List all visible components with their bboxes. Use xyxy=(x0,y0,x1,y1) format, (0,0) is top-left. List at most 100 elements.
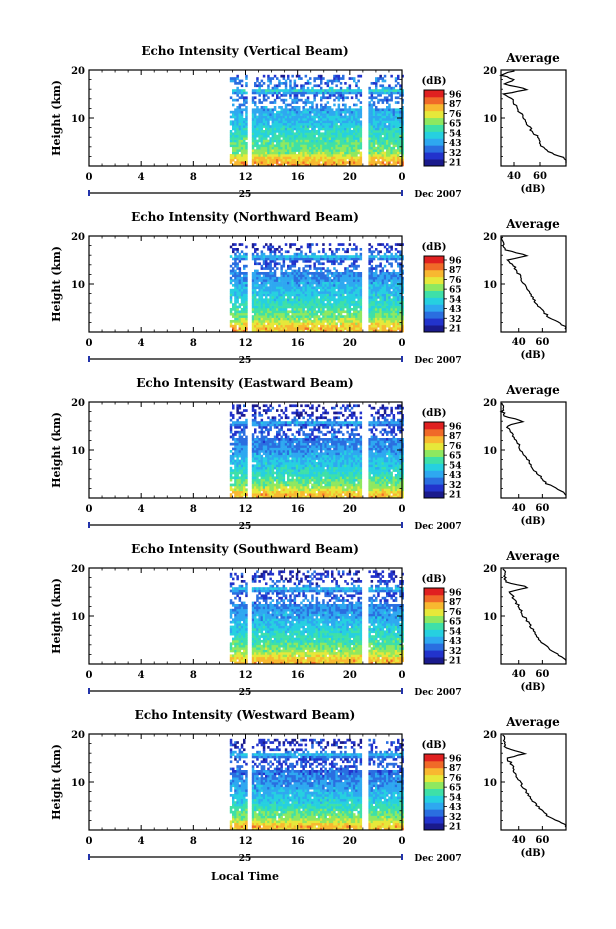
heatmap-cell xyxy=(280,312,283,316)
heatmap-cell xyxy=(282,257,286,261)
heatmap-cell xyxy=(238,488,242,492)
heatmap-cell xyxy=(262,293,266,297)
heatmap-cell xyxy=(339,291,343,294)
heatmap-cell xyxy=(267,320,270,323)
heatmap-cell xyxy=(386,260,389,263)
heatmap-cell xyxy=(322,293,325,297)
heatmap-cell xyxy=(245,252,248,256)
heatmap-cell xyxy=(344,120,347,124)
heatmap-cell xyxy=(243,130,246,133)
heatmap-cell xyxy=(344,139,347,143)
heatmap-cell xyxy=(350,327,354,330)
heatmap-cell xyxy=(280,252,283,256)
heatmap-cell xyxy=(254,103,257,107)
heatmap-cell xyxy=(368,272,371,275)
heatmap-cell xyxy=(379,272,382,275)
heatmap-cell xyxy=(368,250,371,254)
heatmap-cell xyxy=(280,324,283,328)
heatmap-cell xyxy=(267,158,270,162)
heatmap-cell xyxy=(337,125,341,128)
heatmap-cell xyxy=(346,255,349,258)
heatmap-cell xyxy=(397,142,400,145)
heatmap-cell xyxy=(234,139,237,143)
heatmap-cell xyxy=(256,122,259,126)
heatmap-cell xyxy=(326,161,330,164)
heatmap-cell xyxy=(229,450,233,453)
heatmap-cell xyxy=(333,276,336,280)
heatmap-cell xyxy=(383,272,387,275)
heatmap-cell xyxy=(276,286,279,290)
heatmap-cell xyxy=(353,320,356,323)
heatmap-cell xyxy=(322,324,325,328)
heatmap-cell xyxy=(271,320,275,323)
heatmap-cell xyxy=(315,303,319,306)
heatmap-cell xyxy=(355,151,358,155)
heatmap-cell xyxy=(357,163,360,167)
heatmap-cell xyxy=(397,158,400,162)
heatmap-cell xyxy=(350,279,354,282)
heatmap-cell xyxy=(251,161,255,164)
heatmap-cell xyxy=(337,151,341,155)
heatmap-cell xyxy=(284,106,288,109)
heatmap-cell xyxy=(394,260,398,263)
heatmap-cell xyxy=(243,296,246,299)
heatmap-cell xyxy=(355,125,358,128)
heatmap-cell xyxy=(298,327,301,330)
heatmap-cell xyxy=(280,303,283,306)
heatmap-cell xyxy=(324,317,327,321)
heatmap-cell xyxy=(326,279,330,282)
heatmap-cell xyxy=(326,122,330,126)
heatmap-cell xyxy=(306,293,310,297)
heatmap-cell xyxy=(260,284,264,287)
heatmap-cell xyxy=(236,137,239,140)
heatmap-cell xyxy=(267,272,270,275)
heatmap-cell xyxy=(335,96,338,100)
heatmap-cell xyxy=(287,257,290,261)
heatmap-cell xyxy=(260,151,264,155)
heatmap-cell xyxy=(339,120,343,124)
heatmap-cell xyxy=(245,144,248,148)
avg-profile-line xyxy=(499,70,567,164)
heatmap-cell xyxy=(265,125,268,128)
heatmap-cell xyxy=(379,324,382,328)
heatmap-cell xyxy=(399,255,402,258)
heatmap-cell xyxy=(236,445,239,448)
heatmap-cell xyxy=(401,118,404,121)
heatmap-cell xyxy=(243,158,246,162)
heatmap-cell xyxy=(306,288,310,292)
heatmap-cell xyxy=(339,158,343,162)
heatmap-cell xyxy=(375,134,378,138)
heatmap-cell xyxy=(328,89,332,92)
heatmap-cell xyxy=(251,483,255,487)
heatmap-cell xyxy=(291,257,294,261)
heatmap-cell xyxy=(339,118,343,121)
heatmap-cell xyxy=(300,255,303,258)
heatmap-cell xyxy=(348,300,352,304)
heatmap-cell xyxy=(240,435,244,439)
colorbar-unit: (dB) xyxy=(422,76,447,87)
heatmap-cell xyxy=(232,267,235,270)
heatmap-cell xyxy=(291,312,294,316)
heatmap-cell xyxy=(320,106,323,109)
heatmap-cell xyxy=(359,142,363,145)
heatmap-cell xyxy=(256,329,259,333)
heatmap-cell xyxy=(324,324,327,328)
heatmap-cell xyxy=(234,471,237,475)
heatmap-cell xyxy=(276,125,279,128)
heatmap-cell xyxy=(295,327,299,330)
heatmap-cell xyxy=(377,303,380,306)
heatmap-cell xyxy=(258,132,261,136)
heatmap-cell xyxy=(399,324,402,328)
heatmap-cell xyxy=(293,279,297,282)
heatmap-cell xyxy=(238,144,242,148)
heatmap-cell xyxy=(265,308,268,311)
heatmap-cell xyxy=(401,298,404,302)
heatmap-cell xyxy=(386,144,389,148)
heatmap-cell xyxy=(240,300,244,304)
heatmap-cell xyxy=(258,279,261,282)
heatmap-cell xyxy=(304,315,308,318)
heatmap-cell xyxy=(328,286,332,290)
heatmap-cell xyxy=(348,89,352,92)
heatmap-cell xyxy=(383,315,387,318)
heatmap-cell xyxy=(245,110,248,114)
